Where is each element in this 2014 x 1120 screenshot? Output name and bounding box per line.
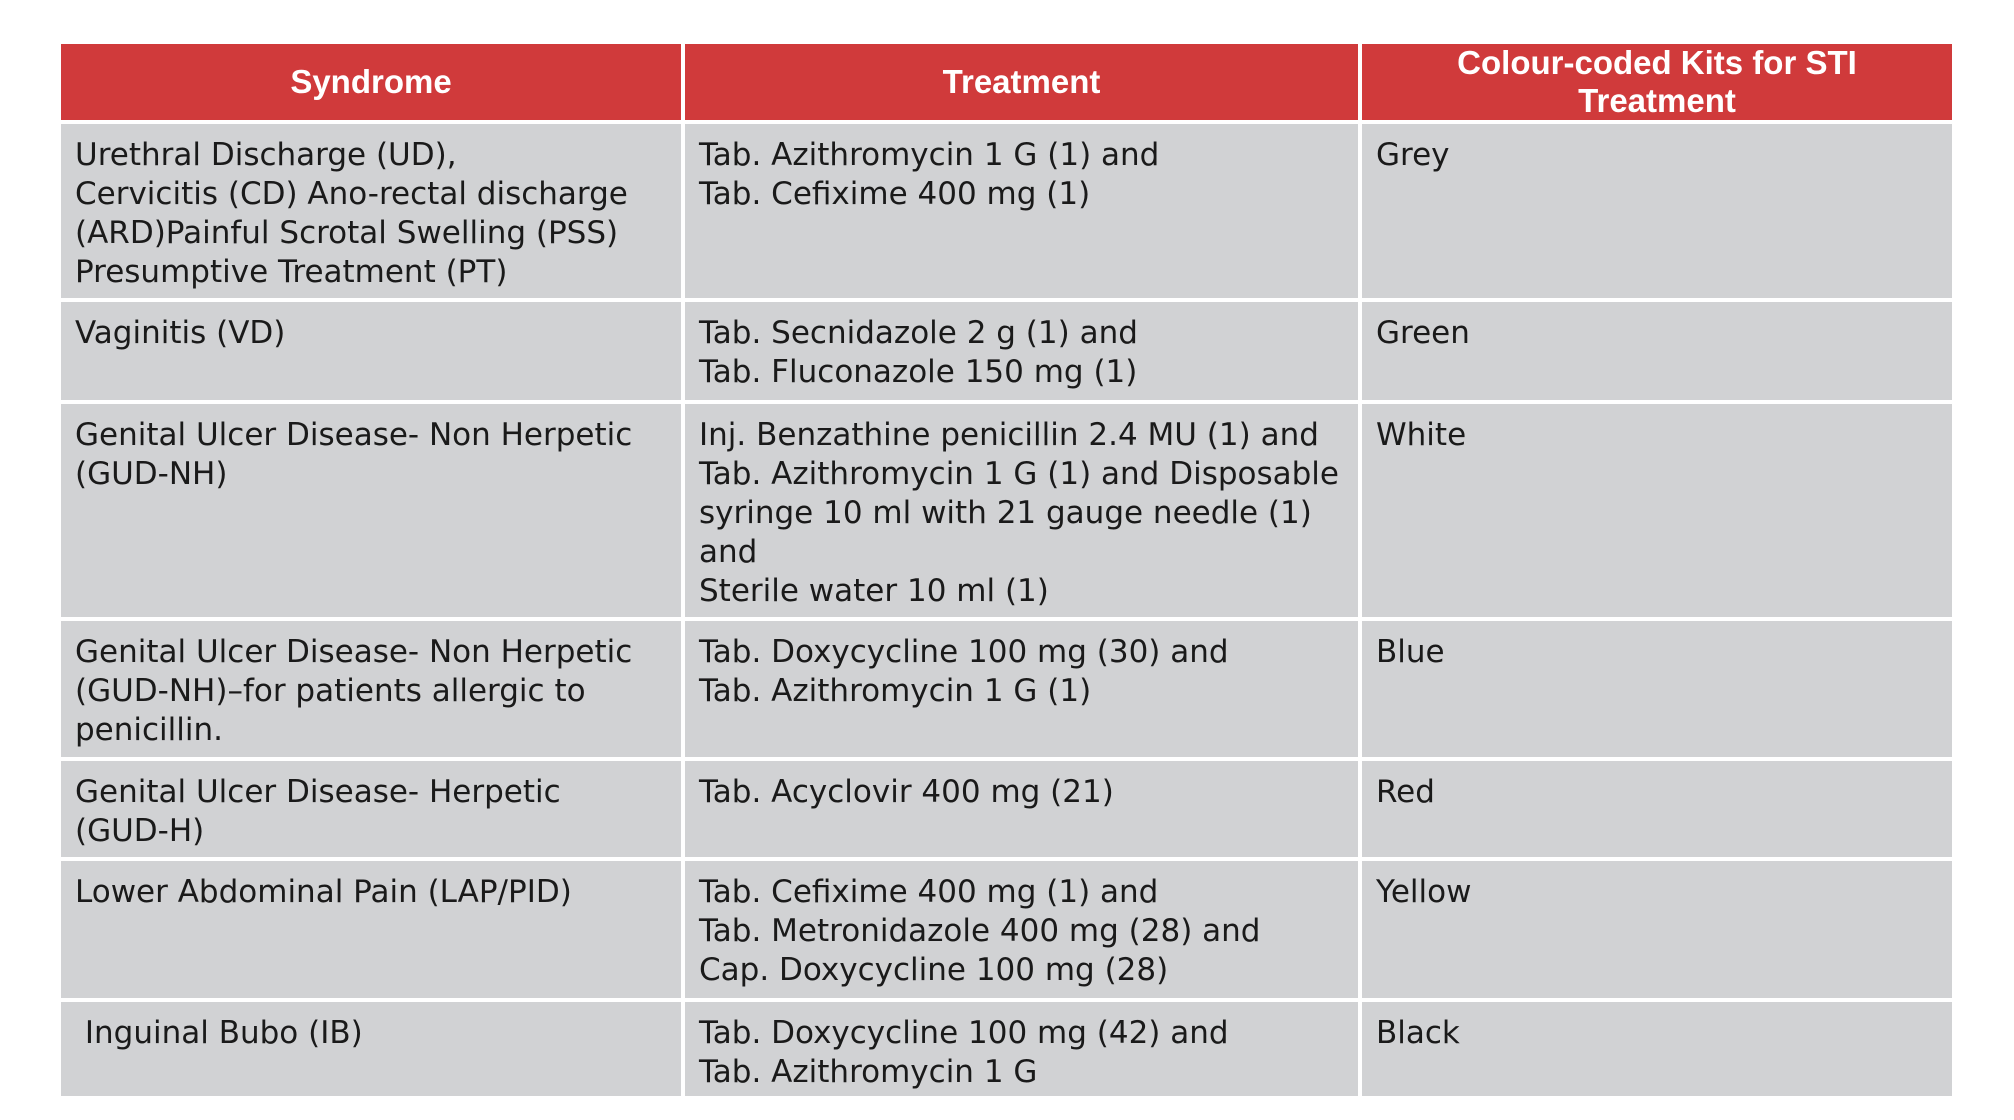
table-cell: Lower Abdominal Pain (LAP/PID) xyxy=(57,857,685,1002)
table-cell: White xyxy=(1358,400,1956,621)
table-row: Genital Ulcer Disease- Non Herpetic (GUD… xyxy=(57,617,1956,761)
table-cell: Urethral Discharge (UD), Cervicitis (CD)… xyxy=(57,120,685,302)
header-cell: Colour-coded Kits for STI Treatment xyxy=(1358,40,1956,124)
header-cell: Syndrome xyxy=(57,40,685,124)
table-cell: Tab. Azithromycin 1 G (1) and Tab. Cefix… xyxy=(681,120,1362,302)
table-cell: Tab. Cefixime 400 mg (1) and Tab. Metron… xyxy=(681,857,1362,1002)
table-cell: Vaginitis (VD) xyxy=(57,298,685,404)
table-cell: Blue xyxy=(1358,617,1956,761)
header-row: Syndrome Treatment Colour-coded Kits for S… xyxy=(57,40,1956,124)
table-row: Lower Abdominal Pain (LAP/PID) Tab. Cefix… xyxy=(57,857,1956,1002)
table-header: Syndrome Treatment Colour-coded Kits for S… xyxy=(57,40,1956,124)
table-cell: Green xyxy=(1358,298,1956,404)
table-row: Genital Ulcer Disease- Non Herpetic (GUD… xyxy=(57,400,1956,621)
table-cell: Genital Ulcer Disease- Herpetic (GUD-H) xyxy=(57,757,685,861)
table-cell: Tab. Acyclovir 400 mg (21) xyxy=(681,757,1362,861)
table-cell: Tab. Secnidazole 2 g (1) and Tab. Flucon… xyxy=(681,298,1362,404)
table-cell: Inguinal Bubo (IB) xyxy=(57,998,685,1100)
table-cell: Tab. Doxycycline 100 mg (30) and Tab. Az… xyxy=(681,617,1362,761)
header-cell: Treatment xyxy=(681,40,1362,124)
table-cell: Yellow xyxy=(1358,857,1956,1002)
table-cell: Genital Ulcer Disease- Non Herpetic (GUD… xyxy=(57,617,685,761)
table-cell: Red xyxy=(1358,757,1956,861)
table-cell: Genital Ulcer Disease- Non Herpetic (GUD… xyxy=(57,400,685,621)
table-cell: Tab. Doxycycline 100 mg (42) and Tab. Az… xyxy=(681,998,1362,1100)
table-row: Inguinal Bubo (IB) Tab. Doxycycline 100 m… xyxy=(57,998,1956,1100)
sti-table: Syndrome Treatment Colour-coded Kits for S… xyxy=(57,40,1956,1100)
table-row: Vaginitis (VD) Tab. Secnidazole 2 g (1) a… xyxy=(57,298,1956,404)
table-row: Urethral Discharge (UD), Cervicitis (CD)… xyxy=(57,120,1956,302)
table-body: Urethral Discharge (UD), Cervicitis (CD)… xyxy=(57,120,1956,1100)
table-cell: Grey xyxy=(1358,120,1956,302)
table-cell: Black xyxy=(1358,998,1956,1100)
table-row: Genital Ulcer Disease- Herpetic (GUD-H) T… xyxy=(57,757,1956,861)
table-cell: Inj. Benzathine penicillin 2.4 MU (1) an… xyxy=(681,400,1362,621)
